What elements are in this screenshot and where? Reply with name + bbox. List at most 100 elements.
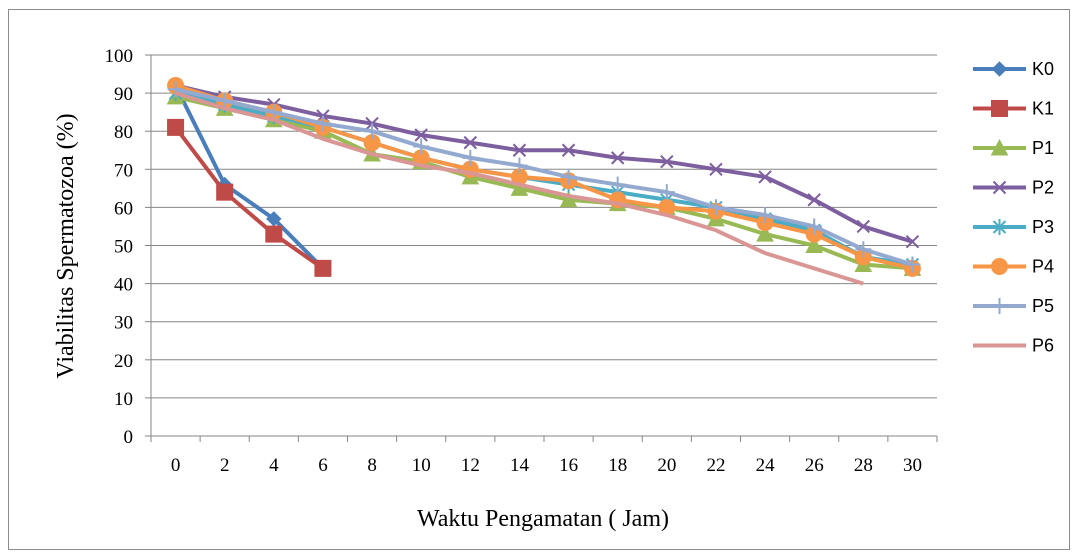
data-point <box>559 190 578 208</box>
series-line-k1 <box>173 126 325 270</box>
legend-label: P1 <box>1032 138 1054 158</box>
data-point <box>511 157 528 174</box>
y-tick-label: 30 <box>114 313 133 334</box>
series-line-p1 <box>175 94 913 271</box>
x-tick-label: 26 <box>805 455 824 476</box>
gridlines <box>151 54 937 399</box>
data-point <box>510 179 529 196</box>
y-tick-label: 10 <box>114 389 133 410</box>
data-point <box>855 241 872 258</box>
series-lines <box>166 76 922 286</box>
legend-item-p2: P2 <box>973 178 1054 198</box>
data-point <box>991 100 1008 117</box>
legend-label: P3 <box>1032 217 1054 237</box>
x-tick-label: 12 <box>461 455 480 476</box>
legend-item-p6: P6 <box>973 336 1054 356</box>
y-tick-label: 20 <box>114 351 133 372</box>
legend-label: P4 <box>1032 257 1054 277</box>
y-tick-label: 0 <box>124 427 134 448</box>
data-point <box>991 61 1008 77</box>
data-point <box>991 298 1008 314</box>
legend-item-p1: P1 <box>973 138 1054 158</box>
data-point <box>463 135 478 150</box>
series-p4 <box>167 76 921 277</box>
legend-item-p5: P5 <box>973 296 1054 316</box>
series-line-p6 <box>174 91 864 286</box>
y-tick-label: 70 <box>114 160 133 181</box>
data-point <box>805 236 824 253</box>
x-tick-label: 10 <box>412 455 431 476</box>
data-point <box>756 225 774 242</box>
y-tick-label: 80 <box>114 122 133 143</box>
data-point <box>990 138 1009 156</box>
series-line-k0 <box>173 84 325 270</box>
data-point <box>265 104 282 121</box>
legend-label: K1 <box>1032 99 1054 119</box>
data-point <box>856 219 871 234</box>
data-point <box>992 180 1007 195</box>
x-tick-label: 16 <box>559 455 578 476</box>
y-axis-title: Viabilitas Spermatozoa (%) <box>53 113 79 378</box>
legend-item-p4: P4 <box>973 257 1054 277</box>
data-point <box>265 225 283 243</box>
data-point <box>414 128 428 142</box>
data-point <box>314 259 332 277</box>
data-point <box>904 256 921 273</box>
legend: K0 K1 P1 P2 P3 P4 P5 P6 <box>973 59 1054 356</box>
data-point <box>560 168 577 185</box>
data-point <box>216 92 233 109</box>
data-point <box>512 143 527 157</box>
x-tick-label: 2 <box>220 455 230 476</box>
x-tick-label: 24 <box>756 455 776 476</box>
data-point <box>413 138 430 155</box>
x-tick-label: 18 <box>608 455 627 476</box>
x-tick-label: 30 <box>903 455 922 476</box>
data-point <box>609 176 626 193</box>
data-point <box>462 149 479 166</box>
y-tick-label: 60 <box>114 198 133 219</box>
data-point <box>905 234 920 249</box>
x-tick-label: 4 <box>269 455 279 476</box>
y-tick-label: 90 <box>114 84 133 105</box>
x-tick-label: 28 <box>854 455 873 476</box>
x-axis-title: Waktu Pengamatan ( Jam) <box>417 506 669 532</box>
y-tick-label: 40 <box>114 275 133 296</box>
data-point <box>991 258 1008 275</box>
data-point <box>758 170 772 184</box>
data-point <box>807 193 821 207</box>
series-p6 <box>174 91 864 286</box>
y-tick-label: 50 <box>114 237 133 258</box>
data-point <box>167 118 185 136</box>
data-point <box>561 143 576 157</box>
series-line-p2 <box>175 83 914 244</box>
x-tick-label: 8 <box>367 455 377 476</box>
data-point <box>992 219 1007 235</box>
data-point <box>364 123 381 140</box>
data-point <box>806 218 823 235</box>
series-p2 <box>168 78 920 249</box>
data-point <box>314 115 331 132</box>
data-point <box>757 207 774 224</box>
series-p5 <box>167 81 921 273</box>
data-point <box>709 162 723 177</box>
legend-item-p3: P3 <box>973 217 1054 237</box>
series-line-p5 <box>175 87 914 267</box>
data-point <box>660 154 674 169</box>
legend-label: P6 <box>1032 336 1054 356</box>
data-point <box>216 183 234 201</box>
x-tick-label: 6 <box>318 455 328 476</box>
series-k1 <box>167 118 332 277</box>
y-tick-label: 100 <box>105 46 134 67</box>
x-tick-label: 0 <box>171 455 181 476</box>
data-point <box>610 151 625 165</box>
legend-item-k0: K0 <box>973 59 1054 79</box>
data-point <box>658 184 675 201</box>
x-tick-label: 20 <box>657 455 676 476</box>
legend-label: P5 <box>1032 296 1054 316</box>
x-tick-label: 14 <box>510 455 530 476</box>
legend-label: K0 <box>1032 59 1054 79</box>
x-tick-label: 22 <box>706 455 725 476</box>
legend-item-k1: K1 <box>973 99 1054 119</box>
